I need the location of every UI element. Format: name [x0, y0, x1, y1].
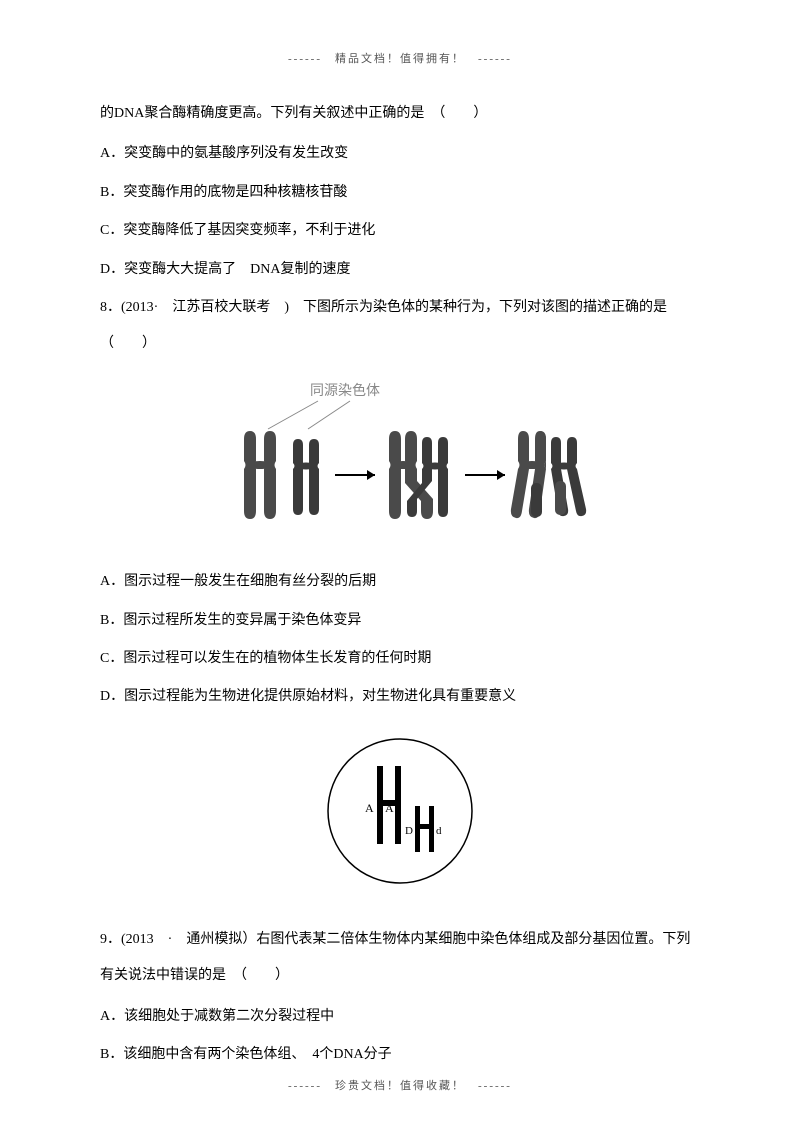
q8-option-c: C．图示过程可以发生在的植物体生长发育的任何时期 [100, 641, 700, 677]
q7-option-c: C．突变酶降低了基因突变频率，不利于进化 [100, 213, 700, 249]
q7-option-b: B．突变酶作用的底物是四种核糖核苷酸 [100, 175, 700, 211]
q8-option-d: D．图示过程能为生物进化提供原始材料，对生物进化具有重要意义 [100, 679, 700, 715]
q7-option-a: A．突变酶中的氨基酸序列没有发生改变 [100, 136, 700, 172]
q7-option-d: D．突变酶大大提高了 DNA复制的速度 [100, 252, 700, 288]
q8-option-a: A．图示过程一般发生在细胞有丝分裂的后期 [100, 564, 700, 600]
stage3 [511, 431, 586, 518]
q9-option-b: B．该细胞中含有两个染色体组、 4个DNA分子 [100, 1037, 700, 1073]
homolog-label: 同源染色体 [310, 382, 380, 399]
page-header: ------ 精品文档！值得拥有！ ------ [100, 50, 700, 66]
figure-cell: A A D d [100, 734, 700, 904]
page-footer: ------ 珍贵文档！值得收藏！ ------ [0, 1077, 800, 1093]
label-D: D [405, 825, 413, 837]
figure-crossover: 同源染色体 [100, 381, 700, 546]
main-content: 的DNA聚合酶精确度更高。下列有关叙述中正确的是 （ ） A．突变酶中的氨基酸序… [100, 96, 700, 1074]
q9-option-a: A．该细胞处于减数第二次分裂过程中 [100, 999, 700, 1035]
cell-chrom-small [415, 806, 434, 852]
stage1-chrom-right [293, 439, 319, 515]
q7-intro: 的DNA聚合酶精确度更高。下列有关叙述中正确的是 （ ） [100, 96, 700, 132]
label-d: d [436, 825, 442, 837]
stage2 [389, 431, 448, 519]
crossover-svg: 同源染色体 [190, 381, 610, 531]
stage1-chrom-left [244, 431, 276, 519]
label-A2: A [385, 801, 394, 815]
arrow-2 [465, 470, 505, 480]
label-A1: A [365, 801, 374, 815]
cell-svg: A A D d [315, 734, 485, 889]
q8-stem: 8．(2013· 江苏百校大联考 ) 下图所示为染色体的某种行为，下列对该图的描… [100, 290, 700, 363]
q9-stem: 9．(2013 · 通州模拟）右图代表某二倍体生物体内某细胞中染色体组成及部分基… [100, 922, 700, 995]
q8-option-b: B．图示过程所发生的变异属于染色体变异 [100, 603, 700, 639]
arrow-1 [335, 470, 375, 480]
